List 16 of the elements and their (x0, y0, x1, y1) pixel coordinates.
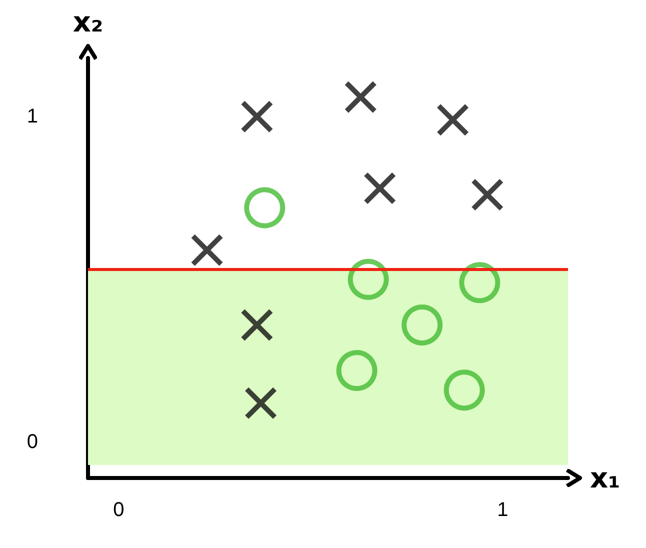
point (402, 304, 443, 346)
point (444, 370, 485, 411)
point (244, 187, 286, 228)
point (363, 172, 396, 205)
point (436, 103, 470, 136)
point (344, 80, 378, 114)
point (459, 262, 500, 304)
point (336, 350, 378, 392)
x-axis-title: x₁ (590, 462, 620, 494)
point (190, 234, 224, 267)
y-axis-title: x₂ (72, 6, 104, 38)
point (348, 258, 389, 300)
point (240, 100, 274, 134)
point (244, 386, 278, 420)
point (240, 308, 274, 342)
point (470, 178, 504, 212)
